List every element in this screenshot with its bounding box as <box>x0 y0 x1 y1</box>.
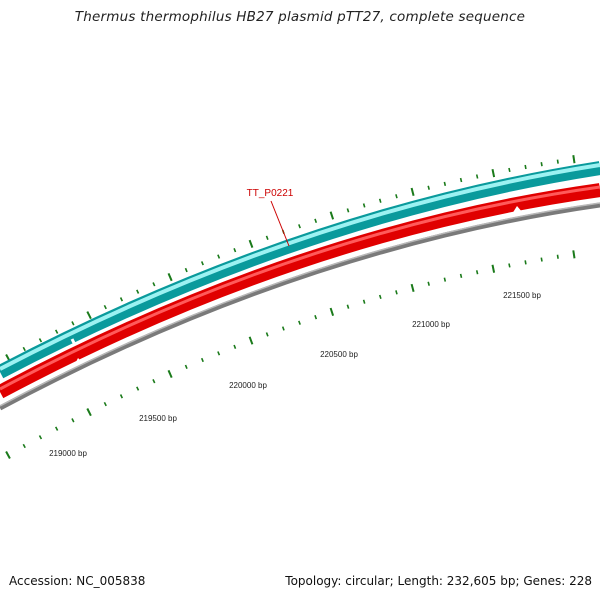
major-tick <box>572 155 576 164</box>
minor-tick <box>427 281 430 286</box>
minor-tick <box>395 290 398 295</box>
minor-tick <box>103 401 107 407</box>
minor-tick <box>152 379 156 384</box>
minor-tick <box>233 344 237 349</box>
major-tick <box>491 264 496 273</box>
major-tick <box>329 211 335 220</box>
minor-tick <box>265 235 269 240</box>
minor-tick <box>265 332 269 337</box>
outer-tick-marks <box>5 155 576 362</box>
minor-tick <box>233 248 237 253</box>
major-tick <box>491 169 496 178</box>
minor-tick <box>152 282 156 287</box>
minor-tick <box>217 254 221 259</box>
minor-tick <box>362 203 366 208</box>
minor-tick <box>71 418 75 423</box>
minor-tick <box>378 294 382 300</box>
scale-label: 220500 bp <box>320 350 358 359</box>
minor-tick <box>556 159 559 164</box>
minor-tick <box>362 299 366 304</box>
sequence-backbone <box>0 202 600 411</box>
minor-tick <box>524 164 527 170</box>
scale-tick-marks <box>5 250 576 459</box>
reverse-gene-arrow[interactable] <box>0 183 600 399</box>
major-tick <box>5 451 11 459</box>
minor-tick <box>314 315 318 320</box>
forward-gene-arrow-highlight <box>0 163 600 371</box>
minor-tick <box>119 297 124 302</box>
scale-label: 221500 bp <box>503 291 541 300</box>
minor-tick <box>184 267 188 273</box>
minor-tick <box>556 254 559 259</box>
major-tick <box>248 336 254 345</box>
feature-label-TT_P0221[interactable]: TT_P0221 <box>247 188 294 199</box>
minor-tick <box>298 320 301 325</box>
minor-tick <box>54 329 59 334</box>
major-tick <box>329 307 335 317</box>
major-tick <box>572 250 576 259</box>
minor-tick <box>459 177 463 183</box>
genome-summary-text: Topology: circular; Length: 232,605 bp; … <box>285 574 592 588</box>
minor-tick <box>298 224 301 229</box>
minor-tick <box>443 181 447 186</box>
minor-tick <box>540 162 543 167</box>
minor-tick <box>184 364 188 370</box>
minor-tick <box>281 326 285 331</box>
minor-tick <box>508 167 511 173</box>
minor-tick <box>508 263 511 268</box>
minor-tick <box>217 351 221 356</box>
minor-tick <box>524 260 527 265</box>
minor-tick <box>54 426 59 431</box>
minor-tick <box>427 185 430 190</box>
minor-tick <box>395 194 398 199</box>
minor-tick <box>378 198 382 203</box>
minor-tick <box>136 289 140 294</box>
feature-label-leader <box>270 200 290 247</box>
minor-tick <box>540 257 543 262</box>
reverse-gene-arrow-highlight <box>0 185 600 391</box>
minor-tick <box>22 346 26 352</box>
minor-tick <box>103 304 107 310</box>
minor-tick <box>22 443 26 449</box>
minor-tick <box>38 338 43 343</box>
minor-tick <box>346 304 350 309</box>
minor-tick <box>475 270 479 275</box>
minor-tick <box>200 357 204 363</box>
minor-tick <box>314 218 318 223</box>
minor-tick <box>475 174 479 179</box>
major-tick <box>86 408 92 417</box>
major-tick <box>410 283 415 293</box>
major-tick <box>248 239 254 248</box>
minor-tick <box>136 386 140 391</box>
accession-text: Accession: NC_005838 <box>9 574 146 588</box>
minor-tick <box>459 273 463 278</box>
minor-tick <box>119 394 124 399</box>
minor-tick <box>346 208 350 213</box>
scale-label: 221000 bp <box>412 320 450 329</box>
major-tick <box>86 311 92 320</box>
scale-label: 220000 bp <box>229 381 267 390</box>
map-title: Thermus thermophilus HB27 plasmid pTT27,… <box>74 9 526 25</box>
minor-tick <box>38 435 43 440</box>
major-tick <box>410 187 415 197</box>
forward-gene-arrow[interactable] <box>0 161 600 379</box>
reverse-gene-arrowhead-2 <box>512 206 523 222</box>
scale-label: 219000 bp <box>49 449 87 458</box>
minor-tick <box>71 321 75 326</box>
minor-tick <box>443 277 447 282</box>
scale-label: 219500 bp <box>139 414 177 423</box>
major-tick <box>167 273 173 282</box>
sequence-backbone-highlight <box>0 202 600 407</box>
major-tick <box>167 369 173 379</box>
minor-tick <box>200 261 204 266</box>
